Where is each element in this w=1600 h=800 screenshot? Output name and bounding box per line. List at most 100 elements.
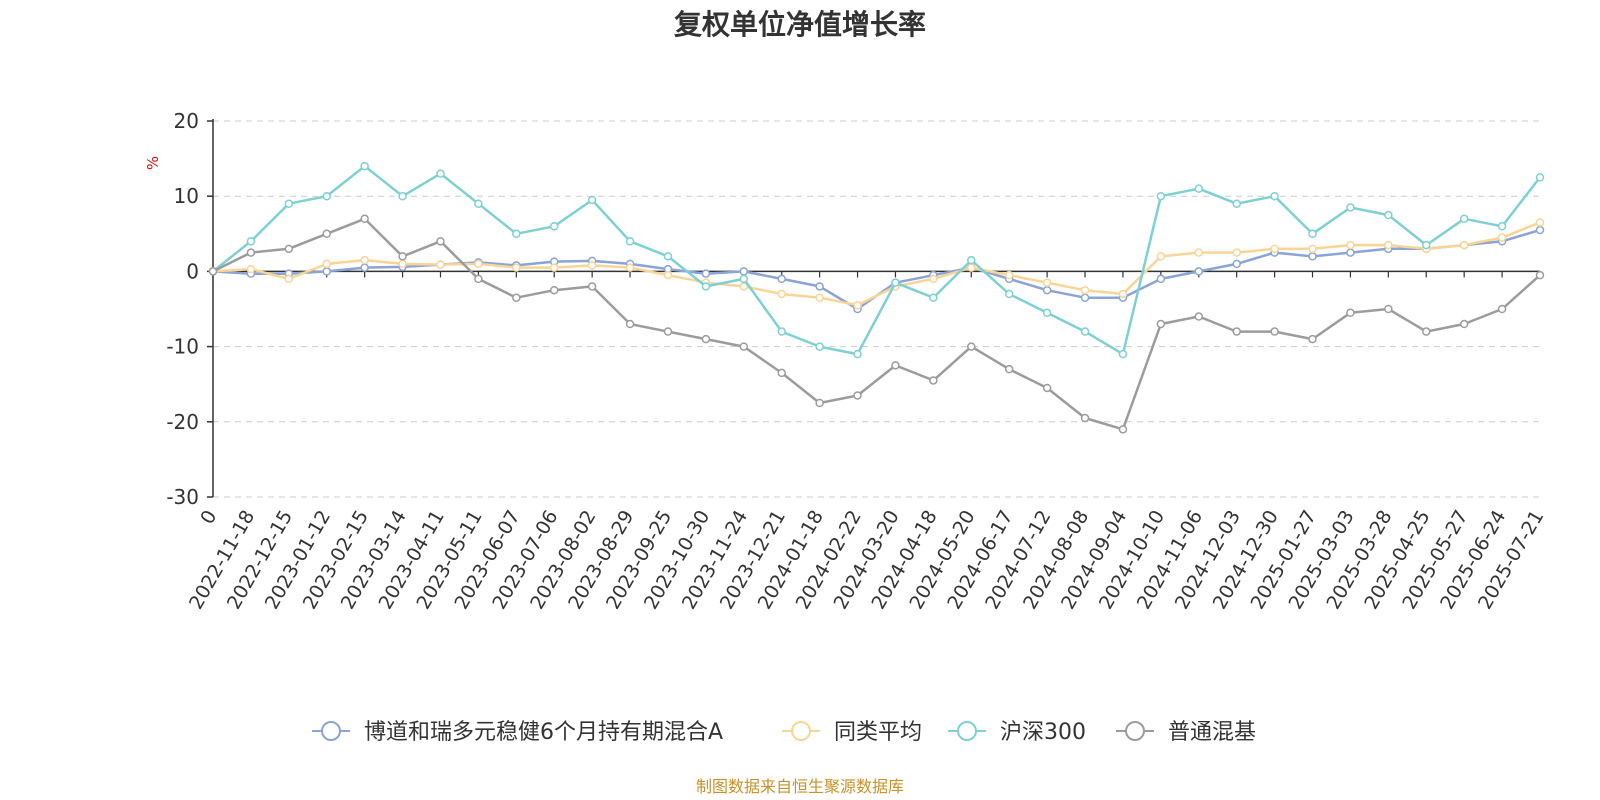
data-point[interactable] [549,222,559,231]
data-point[interactable] [322,267,331,276]
data-point[interactable] [1118,289,1128,299]
data-point[interactable] [436,260,445,269]
data-point[interactable] [436,169,445,178]
data-point[interactable] [246,248,256,257]
data-point[interactable] [1346,240,1355,250]
data-point[interactable] [929,376,938,385]
data-point[interactable] [891,361,900,370]
legend-item[interactable]: 博道和瑞多元稳健6个月持有期混合A [312,720,723,745]
data-point[interactable] [815,342,824,351]
data-point[interactable] [1232,199,1241,208]
data-point[interactable] [701,269,711,278]
data-point[interactable] [1042,278,1052,287]
data-point[interactable] [1270,327,1279,336]
data-point[interactable] [398,252,407,261]
data-point[interactable] [625,237,635,246]
data-point[interactable] [1535,218,1545,227]
data-point[interactable] [360,161,369,171]
data-point[interactable] [1535,270,1545,280]
data-point[interactable] [1194,184,1204,193]
data-point[interactable] [777,289,786,299]
data-point[interactable] [739,274,749,284]
data-point[interactable] [1270,191,1279,201]
data-point[interactable] [1118,425,1128,434]
data-point[interactable] [739,267,749,276]
data-point[interactable] [1422,240,1431,250]
data-point[interactable] [1497,304,1507,314]
data-point[interactable] [1156,191,1166,201]
data-point[interactable] [1308,244,1317,254]
data-point[interactable] [1042,285,1052,295]
data-point[interactable] [549,263,559,272]
data-point[interactable] [1080,285,1090,295]
data-point[interactable] [1384,240,1393,250]
data-point[interactable] [1194,312,1204,321]
data-point[interactable] [360,263,369,272]
data-point[interactable] [1459,214,1469,224]
data-point[interactable] [587,195,597,205]
data-point[interactable] [322,191,331,201]
data-point[interactable] [436,237,445,246]
data-point[interactable] [1118,349,1128,359]
data-point[interactable] [1156,252,1166,261]
data-point[interactable] [891,278,900,287]
data-point[interactable] [967,342,976,351]
data-point[interactable] [360,255,369,265]
data-point[interactable] [1080,413,1090,423]
data-point[interactable] [663,252,673,261]
data-point[interactable] [398,259,407,269]
data-point[interactable] [1156,274,1166,284]
data-point[interactable] [1535,173,1545,182]
data-point[interactable] [1308,252,1317,261]
data-point[interactable] [1232,248,1241,257]
data-point[interactable] [663,270,673,280]
data-point[interactable] [549,285,559,295]
data-point[interactable] [322,259,331,269]
data-point[interactable] [815,293,824,302]
data-point[interactable] [663,327,673,336]
data-point[interactable] [853,349,862,359]
data-point[interactable] [284,274,294,284]
data-point[interactable] [1384,304,1393,314]
data-point[interactable] [1042,308,1052,318]
data-point[interactable] [1497,233,1507,242]
data-point[interactable] [625,263,635,272]
data-point[interactable] [360,214,369,224]
data-point[interactable] [246,237,256,246]
data-point[interactable] [398,191,407,201]
data-point[interactable] [284,244,294,254]
data-point[interactable] [1194,248,1204,257]
data-point[interactable] [815,398,824,408]
data-point[interactable] [1080,327,1090,336]
data-point[interactable] [1004,270,1014,280]
legend-item[interactable]: 沪深300 [948,720,1086,745]
data-point[interactable] [1308,334,1317,344]
data-point[interactable] [1384,210,1393,220]
data-point[interactable] [1535,225,1545,235]
data-point[interactable] [777,327,786,336]
data-point[interactable] [739,342,749,351]
data-point[interactable] [625,319,635,329]
data-point[interactable] [929,274,938,284]
legend-item[interactable]: 普通混基 [1116,720,1256,745]
data-point[interactable] [1232,259,1241,269]
data-point[interactable] [474,274,483,284]
data-point[interactable] [1232,327,1241,336]
data-point[interactable] [512,263,521,272]
legend-item[interactable]: 同类平均 [782,720,922,745]
data-point[interactable] [967,263,976,272]
data-point[interactable] [1346,248,1355,257]
data-point[interactable] [474,259,483,269]
data-point[interactable] [1004,289,1014,299]
data-point[interactable] [1497,222,1507,231]
data-point[interactable] [1042,383,1052,393]
data-point[interactable] [1459,240,1469,250]
data-point[interactable] [1346,308,1355,318]
data-point[interactable] [1346,203,1355,212]
data-point[interactable] [512,293,521,302]
data-point[interactable] [474,199,483,208]
data-point[interactable] [208,267,218,276]
data-point[interactable] [967,255,976,265]
data-point[interactable] [853,300,862,310]
data-point[interactable] [1270,244,1279,254]
